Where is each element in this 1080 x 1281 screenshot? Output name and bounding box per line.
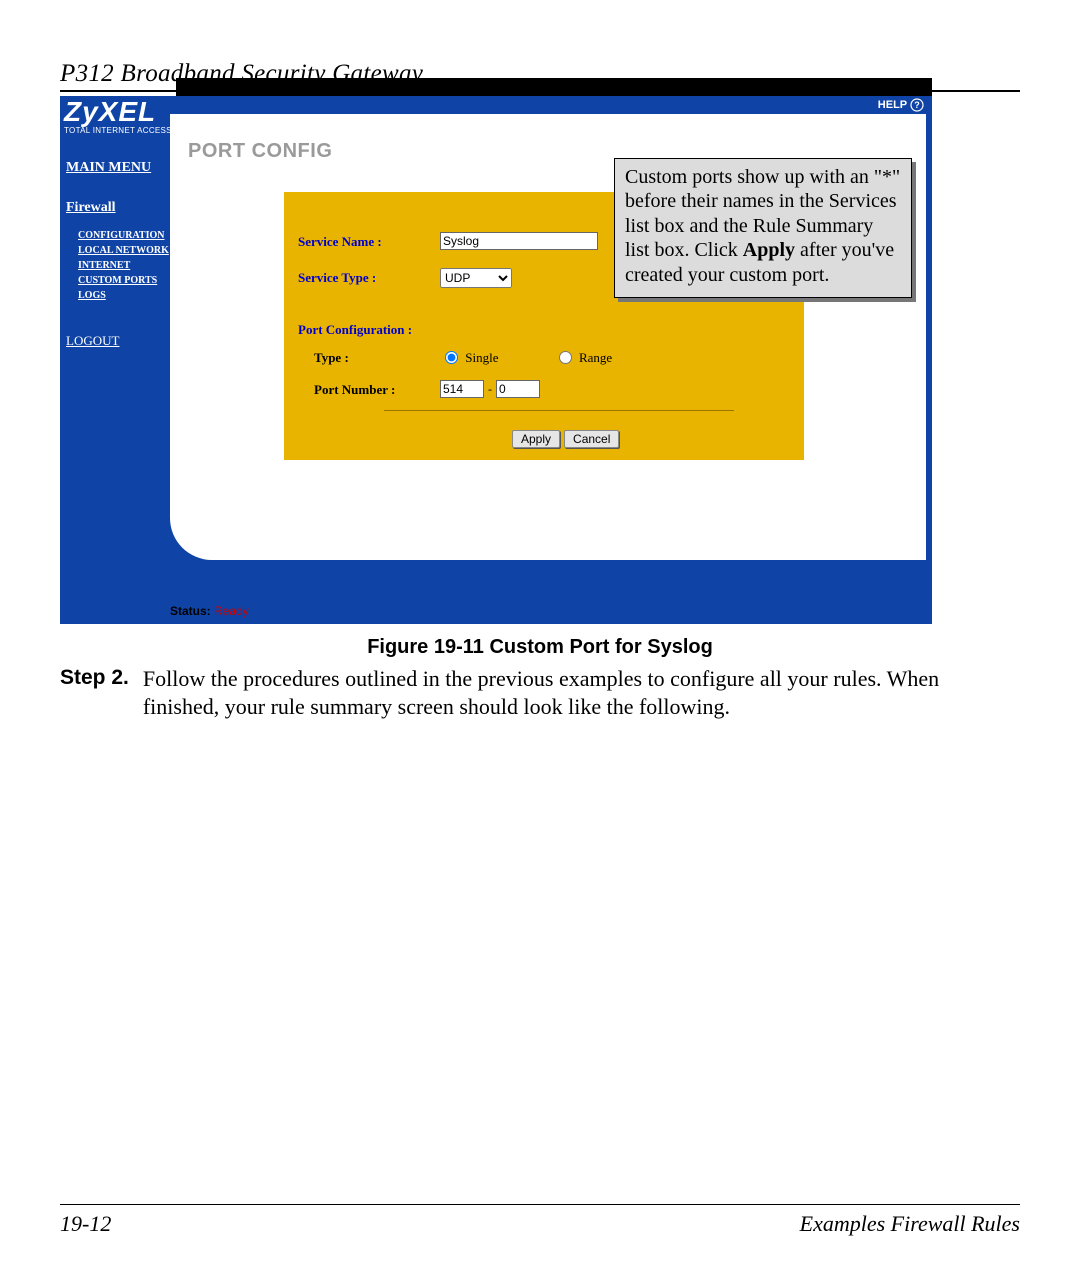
radio-single-label[interactable]: Single xyxy=(440,350,502,365)
form-divider xyxy=(384,410,734,411)
help-label: HELP xyxy=(878,99,907,111)
callout-box: Custom ports show up with an "*" before … xyxy=(614,158,912,298)
port-to-input[interactable] xyxy=(496,380,540,398)
sidebar-firewall[interactable]: Firewall xyxy=(66,200,116,216)
router-screenshot: ZyXEL TOTAL INTERNET ACCESS SOLUTION HEL… xyxy=(60,96,932,624)
figure-caption: Figure 19-11 Custom Port for Syslog xyxy=(60,636,1020,659)
radio-single[interactable] xyxy=(445,351,458,364)
sidebar: MAIN MENU Firewall CONFIGURATION LOCAL N… xyxy=(66,158,186,350)
service-type-label: Service Type : xyxy=(298,270,376,286)
service-name-label: Service Name : xyxy=(298,234,382,250)
footer-page-number: 19-12 xyxy=(60,1211,111,1237)
callout-bold: Apply xyxy=(743,239,795,261)
radio-range-text: Range xyxy=(579,350,612,365)
footer-section-title: Examples Firewall Rules xyxy=(800,1211,1020,1237)
sidebar-main-menu[interactable]: MAIN MENU xyxy=(66,160,151,176)
help-icon: ? xyxy=(910,98,924,112)
radio-range-label[interactable]: Range xyxy=(554,350,612,365)
sidebar-logout[interactable]: LOGOUT xyxy=(66,333,119,349)
status-label: Status: xyxy=(170,604,211,618)
port-number-label: Port Number : xyxy=(314,382,395,398)
port-configuration-label: Port Configuration : xyxy=(298,322,412,338)
help-button[interactable]: HELP ? xyxy=(878,98,924,112)
radio-single-text: Single xyxy=(465,350,498,365)
port-from-input[interactable] xyxy=(440,380,484,398)
apply-button[interactable]: Apply xyxy=(512,430,560,448)
panel-title: PORT CONFIG xyxy=(188,140,332,163)
cancel-button[interactable]: Cancel xyxy=(564,430,619,448)
status-value: Ready xyxy=(214,604,249,618)
port-type-label: Type : xyxy=(314,350,349,366)
svg-text:?: ? xyxy=(914,100,920,110)
status-bar: Status: Ready xyxy=(170,604,249,618)
radio-range[interactable] xyxy=(559,351,572,364)
port-dash: - xyxy=(488,382,492,397)
service-name-input[interactable] xyxy=(440,232,598,250)
step-row: Step 2. Follow the procedures outlined i… xyxy=(60,665,1020,720)
step-label: Step 2. xyxy=(60,665,129,691)
document-footer: 19-12 Examples Firewall Rules xyxy=(60,1204,1020,1237)
step-body: Follow the procedures outlined in the pr… xyxy=(143,665,1020,720)
service-type-select[interactable]: UDP xyxy=(440,268,512,288)
